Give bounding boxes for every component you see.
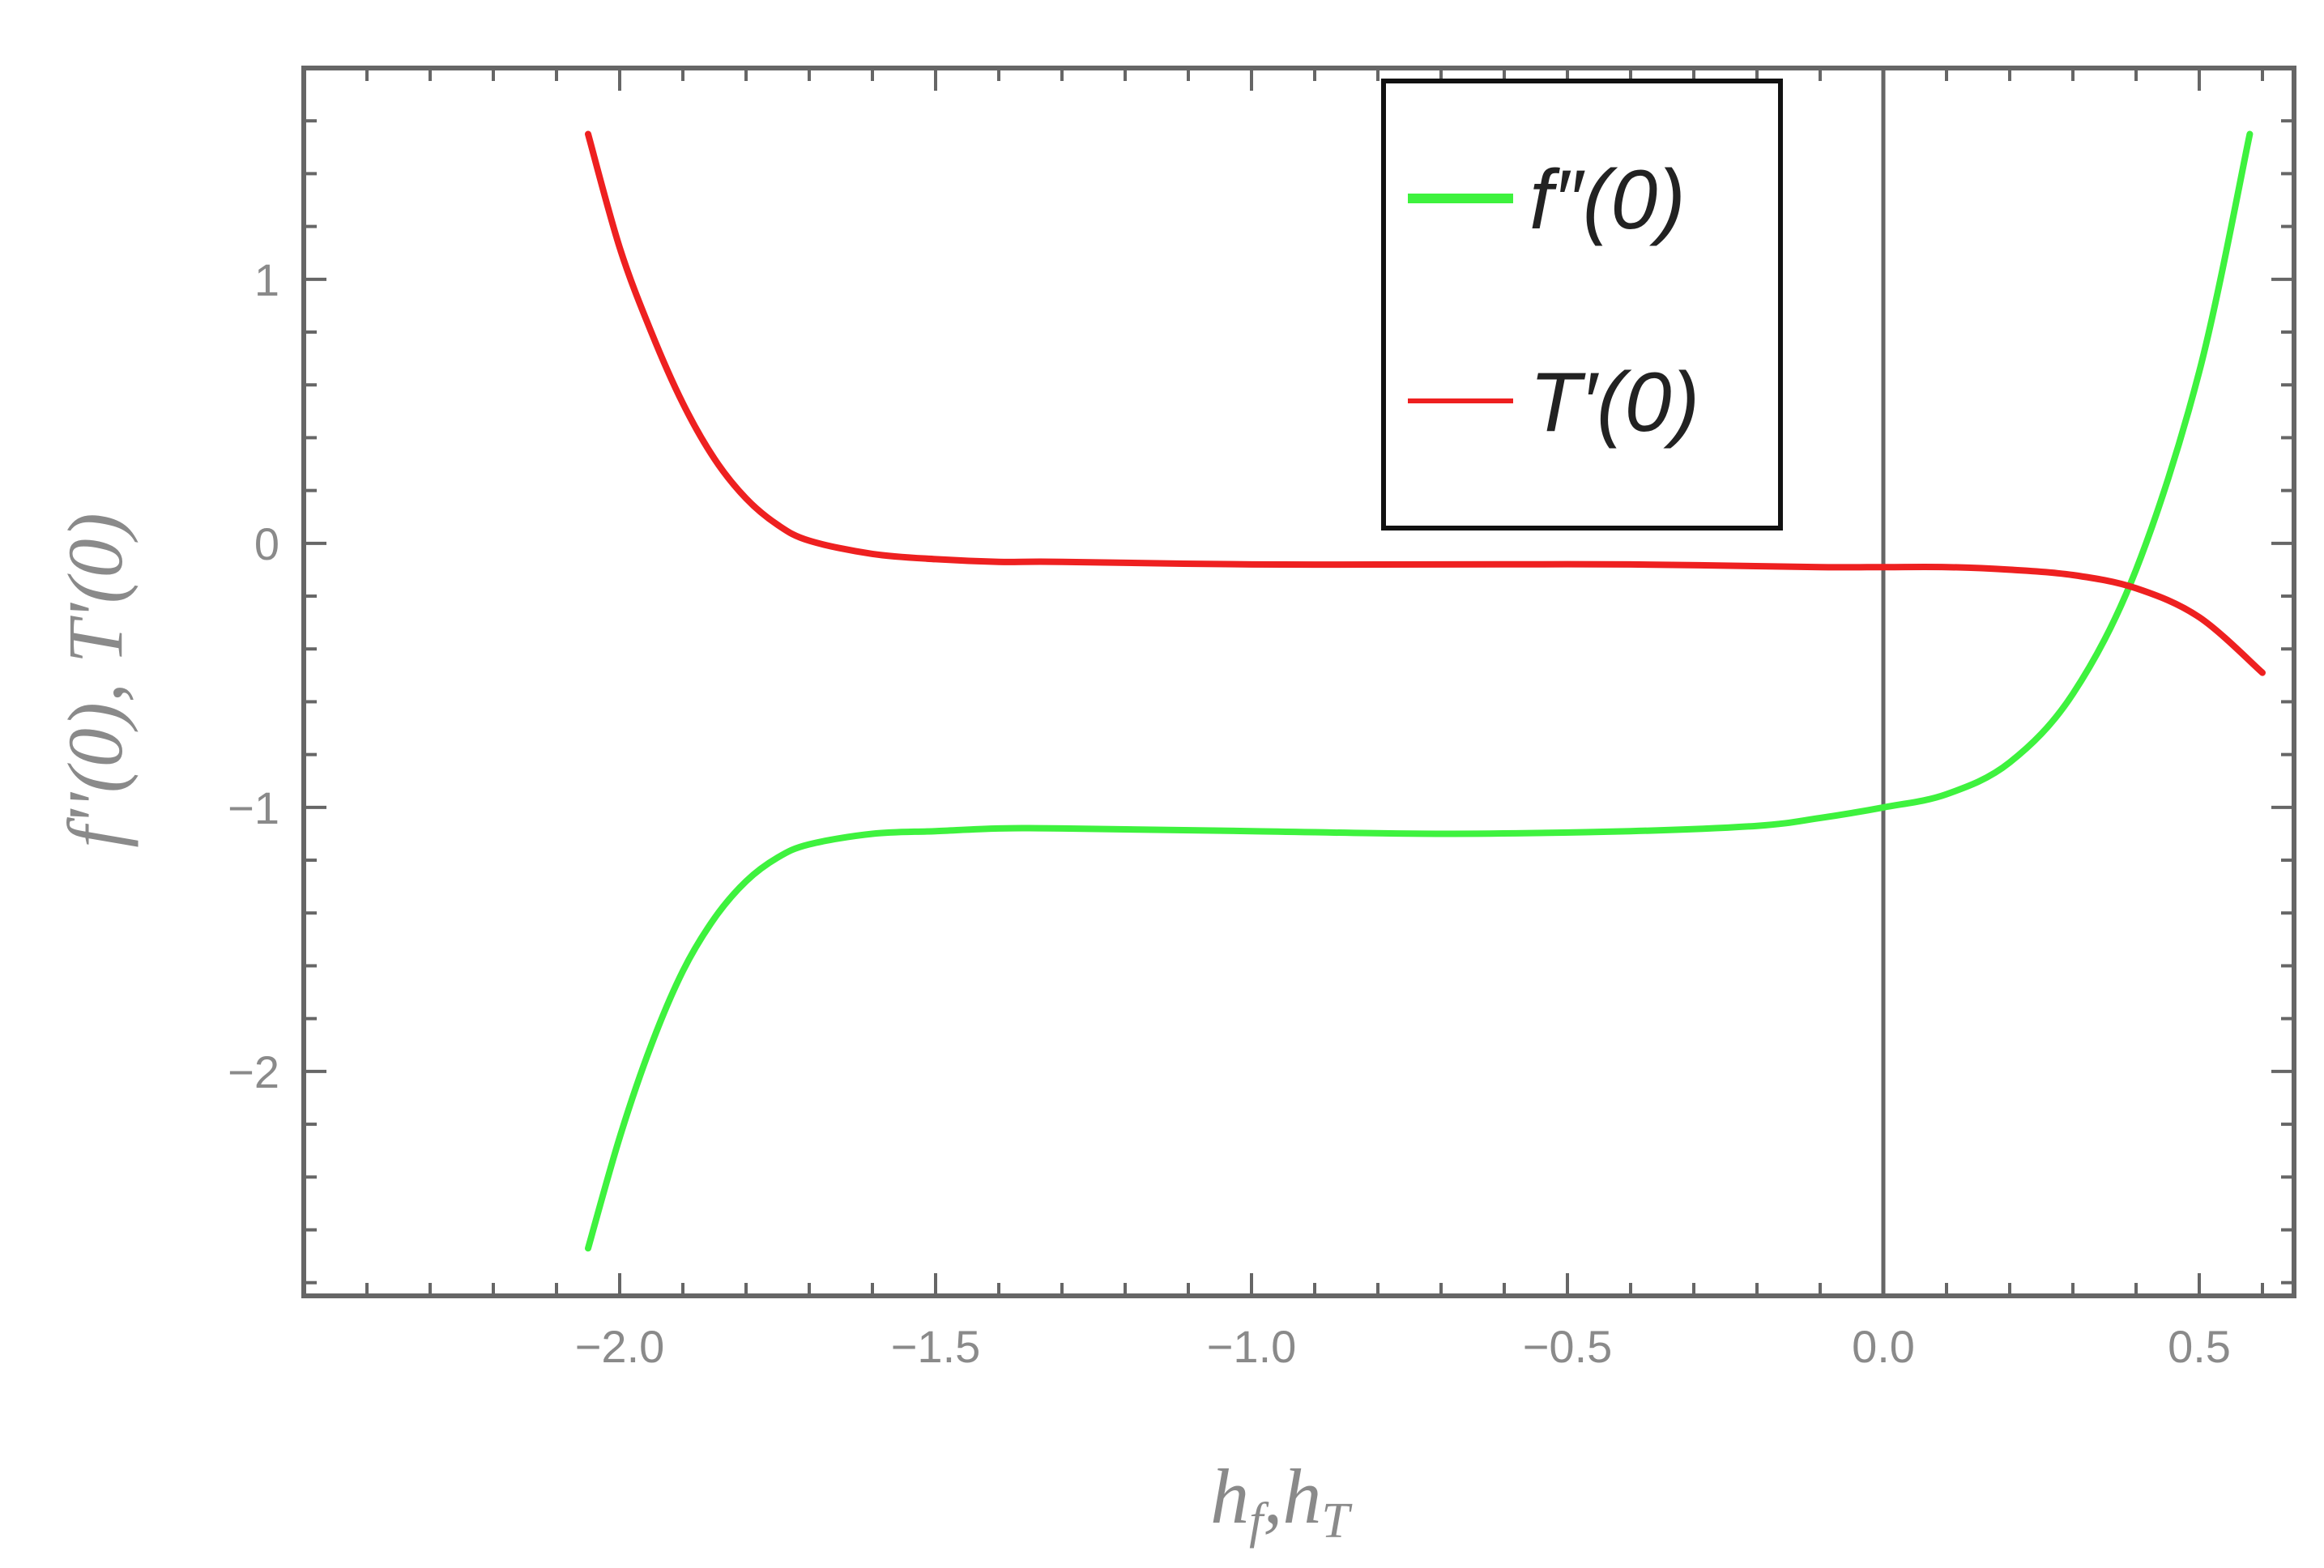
y-tick-label: 1 xyxy=(254,254,279,305)
x-tick-label: 0.0 xyxy=(1852,1321,1915,1372)
plot-frame xyxy=(301,66,2296,1298)
legend-label-f: f″(0) xyxy=(1529,153,1686,247)
x-axis-label: hf,hT xyxy=(1210,1453,1353,1549)
series-line-f-double-prime xyxy=(585,130,2254,1252)
legend-box xyxy=(1381,79,1783,530)
legend: f″(0) T′(0) xyxy=(1381,79,1783,530)
x-tick-label: −1.0 xyxy=(1207,1321,1297,1372)
series-line-t-prime xyxy=(585,130,2266,676)
y-tick-label: −1 xyxy=(228,782,279,833)
ticks-layer: −2.0 −1.5 −1.0 −0.5 0.0 0.5 1 0 −1 −2 xyxy=(228,68,2294,1372)
x-tick-label: −1.5 xyxy=(891,1321,981,1372)
x-tick-label: 0.5 xyxy=(2168,1321,2231,1372)
x-tick-label: −2.0 xyxy=(575,1321,665,1372)
y-axis-label: f''(0), T'(0) xyxy=(52,513,139,848)
legend-label-t: T′(0) xyxy=(1529,356,1699,450)
y-tick-label: −2 xyxy=(228,1046,279,1097)
y-tick-label: 0 xyxy=(254,518,279,569)
series-layer xyxy=(585,130,2266,1252)
x-tick-label: −0.5 xyxy=(1523,1321,1613,1372)
